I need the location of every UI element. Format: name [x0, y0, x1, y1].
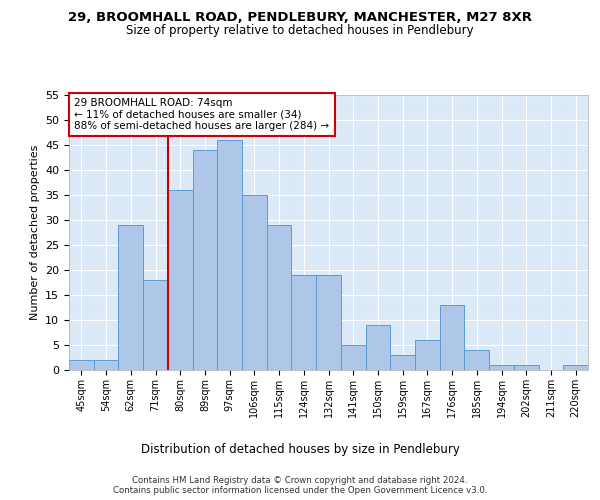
- Bar: [118, 225, 143, 370]
- Bar: [341, 345, 365, 370]
- Bar: [94, 360, 118, 370]
- Bar: [464, 350, 489, 370]
- Bar: [415, 340, 440, 370]
- Bar: [242, 195, 267, 370]
- Bar: [390, 355, 415, 370]
- Text: Contains HM Land Registry data © Crown copyright and database right 2024.
Contai: Contains HM Land Registry data © Crown c…: [113, 476, 487, 495]
- Bar: [267, 225, 292, 370]
- Bar: [365, 325, 390, 370]
- Text: Size of property relative to detached houses in Pendlebury: Size of property relative to detached ho…: [126, 24, 474, 37]
- Text: Distribution of detached houses by size in Pendlebury: Distribution of detached houses by size …: [140, 442, 460, 456]
- Text: 29, BROOMHALL ROAD, PENDLEBURY, MANCHESTER, M27 8XR: 29, BROOMHALL ROAD, PENDLEBURY, MANCHEST…: [68, 11, 532, 24]
- Bar: [143, 280, 168, 370]
- Bar: [489, 365, 514, 370]
- Bar: [514, 365, 539, 370]
- Bar: [440, 305, 464, 370]
- Text: 29 BROOMHALL ROAD: 74sqm
← 11% of detached houses are smaller (34)
88% of semi-d: 29 BROOMHALL ROAD: 74sqm ← 11% of detach…: [74, 98, 329, 131]
- Bar: [168, 190, 193, 370]
- Bar: [217, 140, 242, 370]
- Bar: [316, 275, 341, 370]
- Bar: [563, 365, 588, 370]
- Bar: [69, 360, 94, 370]
- Y-axis label: Number of detached properties: Number of detached properties: [29, 145, 40, 320]
- Bar: [193, 150, 217, 370]
- Bar: [292, 275, 316, 370]
